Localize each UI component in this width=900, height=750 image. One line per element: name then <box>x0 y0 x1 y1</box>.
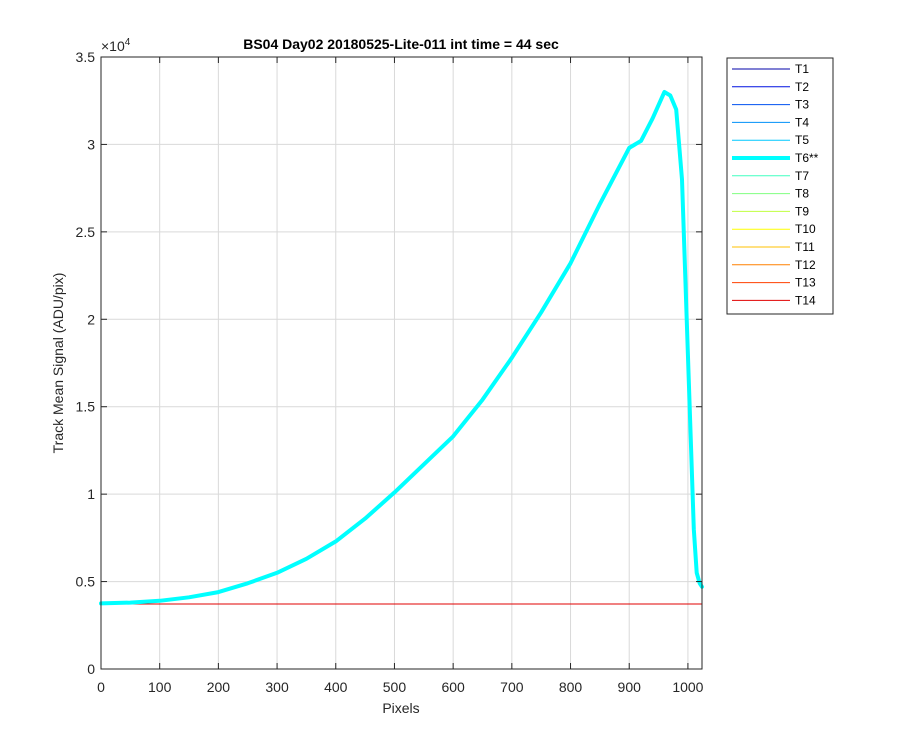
legend: T1 T2 T3 T4 T5 T6** T7 T8 T9 T10 T11 T12 T13 T14 <box>726 57 834 315</box>
legend-box <box>726 57 834 315</box>
legend-label-t12: T12 <box>795 258 816 272</box>
y-tick-label: 0 <box>87 661 95 677</box>
x-tick-label: 300 <box>265 679 289 695</box>
legend-label-t3: T3 <box>795 98 809 112</box>
x-tick-label: 0 <box>97 679 105 695</box>
x-tick-label: 1000 <box>672 679 703 695</box>
series-line-t6 <box>99 90 704 606</box>
x-tick-label: 400 <box>324 679 348 695</box>
legend-label-t8: T8 <box>795 187 809 201</box>
legend-label-t1: T1 <box>795 62 809 76</box>
y-tick-label: 2 <box>87 311 95 327</box>
y-exponent-base: ×10 <box>101 38 125 54</box>
plot-frame <box>100 56 703 670</box>
y-tick-label: 3.5 <box>76 49 96 65</box>
series-layer <box>99 90 704 606</box>
x-tick-label: 100 <box>148 679 172 695</box>
chart-title: BS04 Day02 20180525-Lite-011 int time = … <box>243 36 559 52</box>
y-tick-label: 1.5 <box>76 399 96 415</box>
legend-label-t4: T4 <box>795 115 809 129</box>
x-tick-label: 200 <box>207 679 231 695</box>
y-tick-label: 2.5 <box>76 224 96 240</box>
y-exponent-power: 4 <box>125 37 131 48</box>
legend-label-t13: T13 <box>795 276 816 290</box>
legend-label-t2: T2 <box>795 80 809 94</box>
y-axis-exponent: ×104 <box>101 37 131 54</box>
y-axis-label: Track Mean Signal (ADU/pix) <box>50 273 66 454</box>
ticks <box>100 56 702 670</box>
x-tick-label: 900 <box>618 679 642 695</box>
legend-label-t9: T9 <box>795 204 809 218</box>
legend-label-t14: T14 <box>795 293 816 307</box>
x-tick-label: 800 <box>559 679 583 695</box>
legend-label-t5: T5 <box>795 133 809 147</box>
y-tick-label: 3 <box>87 136 95 152</box>
y-tick-label: 1 <box>87 486 95 502</box>
y-tick-label: 0.5 <box>76 574 96 590</box>
legend-label-t7: T7 <box>795 169 809 183</box>
x-tick-label: 500 <box>383 679 407 695</box>
legend-label-t6: T6** <box>795 151 819 165</box>
x-tick-label: 700 <box>500 679 524 695</box>
x-tick-label: 600 <box>441 679 465 695</box>
tick-labels: 0 100 200 300 400 500 600 700 800 900 1000 0 0.5 1 1.5… <box>76 49 704 695</box>
plot-area <box>101 57 702 669</box>
legend-label-t11: T11 <box>795 240 815 254</box>
legend-label-t10: T10 <box>795 222 816 236</box>
x-axis-label: Pixels <box>382 700 419 716</box>
